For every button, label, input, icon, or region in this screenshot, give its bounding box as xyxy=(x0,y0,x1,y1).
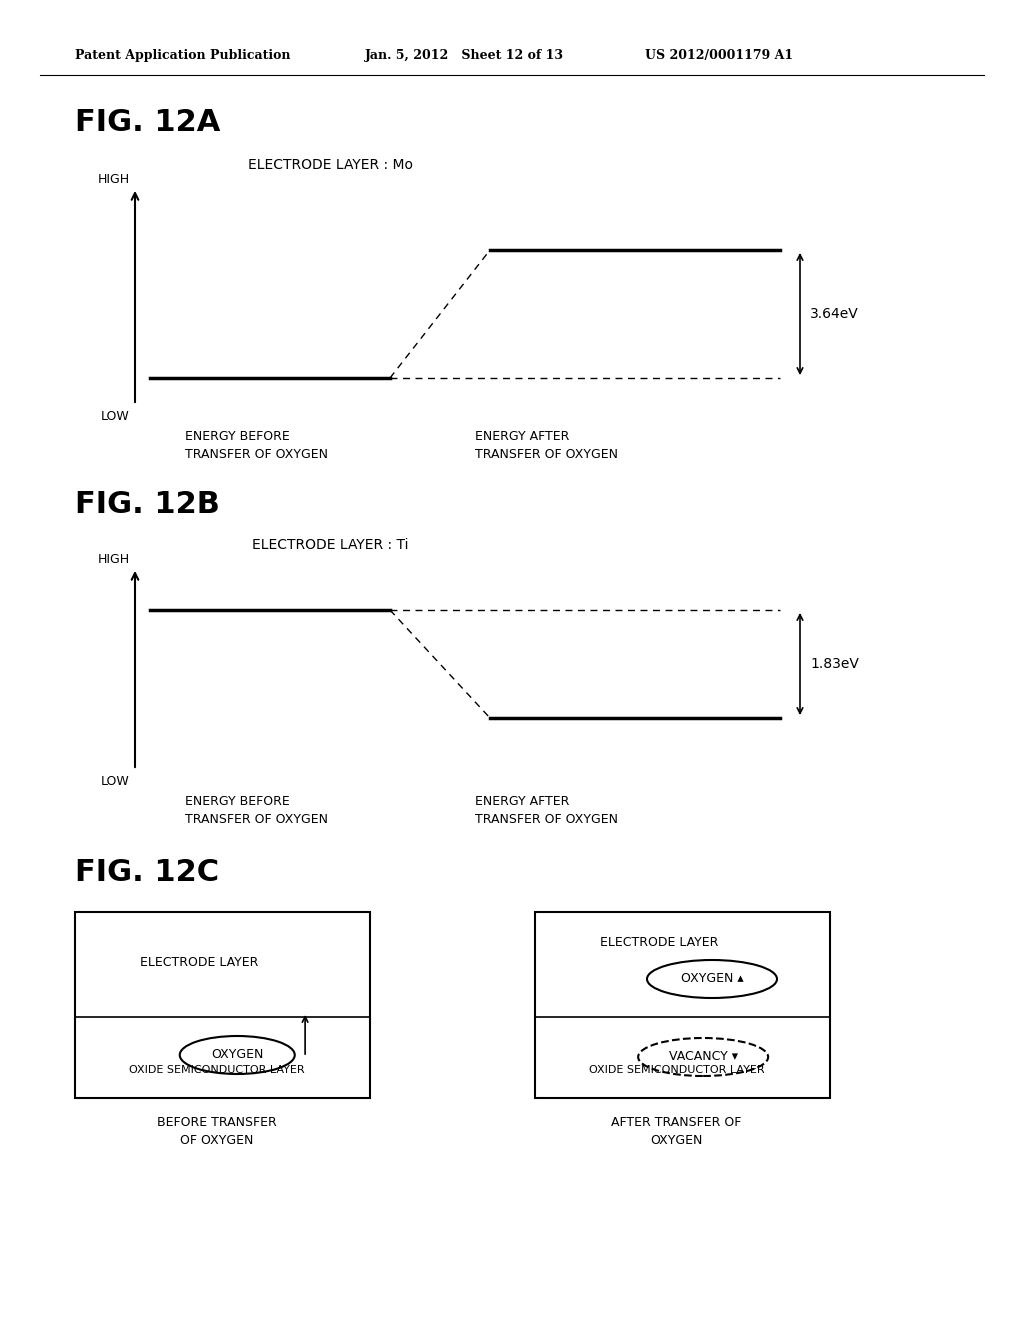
Bar xyxy=(535,912,830,1098)
Bar xyxy=(75,912,370,1098)
Ellipse shape xyxy=(180,1036,295,1074)
Text: OXIDE SEMICONDUCTOR LAYER: OXIDE SEMICONDUCTOR LAYER xyxy=(589,1065,764,1074)
Ellipse shape xyxy=(647,960,777,998)
Text: 3.64eV: 3.64eV xyxy=(810,308,859,321)
Text: LOW: LOW xyxy=(101,411,130,422)
Text: ELECTRODE LAYER : Ti: ELECTRODE LAYER : Ti xyxy=(252,539,409,552)
Text: ENERGY BEFORE
TRANSFER OF OXYGEN: ENERGY BEFORE TRANSFER OF OXYGEN xyxy=(185,430,328,461)
Text: OXIDE SEMICONDUCTOR LAYER: OXIDE SEMICONDUCTOR LAYER xyxy=(129,1065,304,1074)
Text: VACANCY ▾: VACANCY ▾ xyxy=(669,1051,737,1064)
Text: ENERGY AFTER
TRANSFER OF OXYGEN: ENERGY AFTER TRANSFER OF OXYGEN xyxy=(475,795,618,826)
Text: US 2012/0001179 A1: US 2012/0001179 A1 xyxy=(645,49,794,62)
Text: 1.83eV: 1.83eV xyxy=(810,657,859,671)
Text: BEFORE TRANSFER
OF OXYGEN: BEFORE TRANSFER OF OXYGEN xyxy=(157,1115,276,1147)
Text: HIGH: HIGH xyxy=(98,553,130,566)
Text: FIG. 12A: FIG. 12A xyxy=(75,108,220,137)
Text: OXYGEN: OXYGEN xyxy=(211,1048,263,1061)
Text: Jan. 5, 2012   Sheet 12 of 13: Jan. 5, 2012 Sheet 12 of 13 xyxy=(365,49,564,62)
Text: ELECTRODE LAYER: ELECTRODE LAYER xyxy=(139,956,258,969)
Text: AFTER TRANSFER OF
OXYGEN: AFTER TRANSFER OF OXYGEN xyxy=(611,1115,741,1147)
Text: Patent Application Publication: Patent Application Publication xyxy=(75,49,291,62)
Text: FIG. 12C: FIG. 12C xyxy=(75,858,219,887)
Ellipse shape xyxy=(638,1038,768,1076)
Text: OXYGEN ▴: OXYGEN ▴ xyxy=(681,973,743,986)
Text: ELECTRODE LAYER: ELECTRODE LAYER xyxy=(600,936,718,949)
Text: FIG. 12B: FIG. 12B xyxy=(75,490,220,519)
Text: HIGH: HIGH xyxy=(98,173,130,186)
Text: ELECTRODE LAYER : Mo: ELECTRODE LAYER : Mo xyxy=(248,158,413,172)
Text: LOW: LOW xyxy=(101,775,130,788)
Text: ENERGY BEFORE
TRANSFER OF OXYGEN: ENERGY BEFORE TRANSFER OF OXYGEN xyxy=(185,795,328,826)
Text: ENERGY AFTER
TRANSFER OF OXYGEN: ENERGY AFTER TRANSFER OF OXYGEN xyxy=(475,430,618,461)
